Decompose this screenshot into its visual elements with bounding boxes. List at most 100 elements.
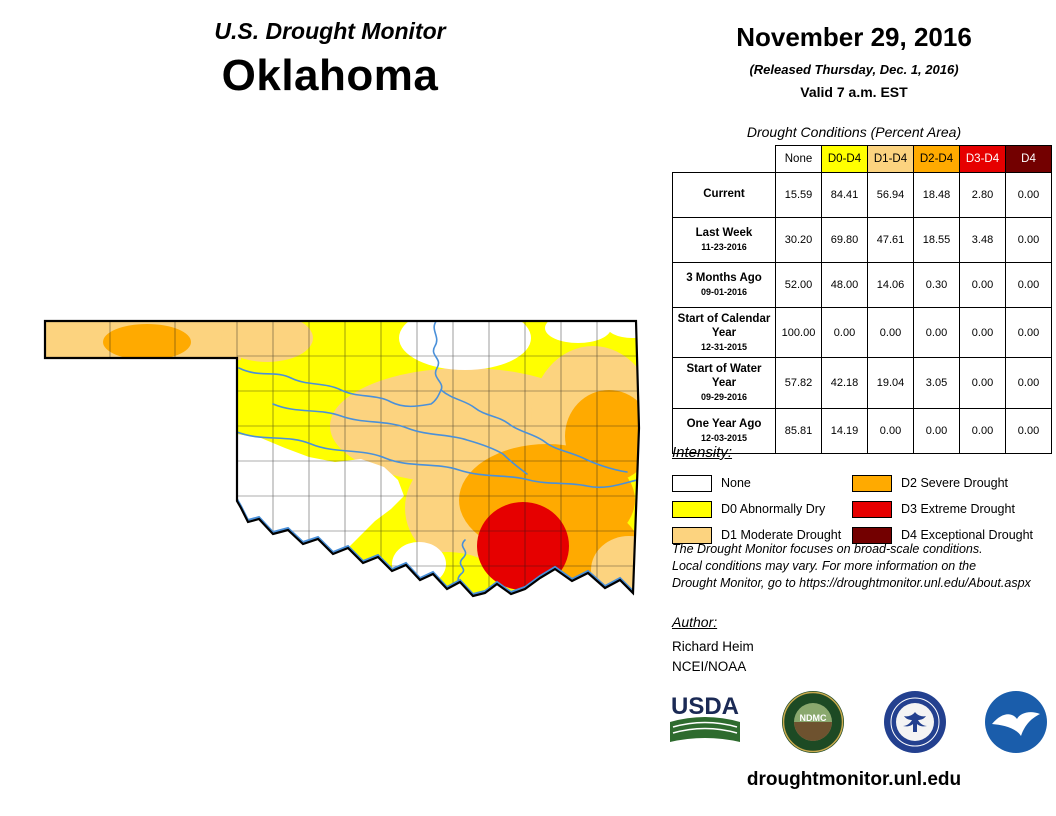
column-header-d3-d4: D3-D4 (959, 145, 1006, 173)
table-header-row: None D0-D4 D1-D4 D2-D4 D3-D4 D4 (673, 145, 1052, 173)
table-row-one-year-ago: One Year Ago 12-03-2015 85.81 14.19 0.00 … (672, 407, 1052, 454)
legend-item-d1: D1 Moderate Drought (672, 526, 852, 544)
table-value: 18.48 (913, 172, 960, 218)
state-border (43, 319, 641, 598)
none-regions (237, 321, 639, 586)
report-date: November 29, 2016 (736, 22, 972, 52)
table-value: 3.05 (913, 357, 960, 409)
row-label: One Year Ago (686, 417, 762, 430)
table-value: 0.00 (959, 262, 1006, 308)
row-sublabel: 09-29-2016 (700, 391, 748, 402)
column-header-d2-d4: D2-D4 (913, 145, 960, 173)
table-value: 57.82 (775, 357, 822, 409)
red-river (236, 498, 634, 596)
row-label: Start of Water Year (686, 363, 762, 390)
d2-swatch (852, 474, 892, 492)
table-value: 0.00 (959, 407, 1006, 454)
commerce-logo (883, 691, 946, 753)
site-url: droughtmonitor.unl.edu (746, 769, 962, 790)
d4-swatch (852, 526, 892, 544)
arkansas-river (432, 321, 628, 473)
table-row-3-months-ago: 3 Months Ago 09-01-2016 52.00 48.00 14.06… (672, 262, 1052, 308)
table-value: 19.04 (867, 357, 914, 409)
row-label: Current (703, 187, 745, 200)
legend-item-none: None (672, 474, 852, 492)
north-canadian-river (272, 403, 528, 475)
table-value: 15.59 (775, 172, 822, 218)
county-lines (109, 321, 639, 596)
cimarron-river (238, 367, 442, 408)
intensity-legend: Intensity: None D0 Abnormally Dry D1 Mod… (672, 444, 1056, 548)
d0-swatch (672, 500, 712, 518)
table-value: 42.18 (821, 357, 868, 409)
row-sublabel: 09-01-2016 (700, 287, 748, 297)
row-sublabel: 12-03-2015 (700, 432, 748, 443)
usda-logo: USDA (670, 693, 740, 742)
table-corner-cell (673, 146, 776, 173)
table-value: 0.00 (1005, 172, 1052, 218)
table-value: 3.48 (959, 217, 1006, 263)
table-value: 69.80 (821, 217, 868, 263)
table-value: 0.00 (1005, 306, 1052, 359)
rivers (236, 321, 638, 596)
canadian-river (236, 431, 638, 489)
table-caption: Drought Conditions (Percent Area) (746, 124, 962, 140)
column-header-none: None (775, 145, 822, 173)
row-sublabel: 12-31-2015 (700, 341, 748, 352)
table-value: 0.00 (821, 306, 868, 359)
table-value: 56.94 (867, 172, 914, 218)
legend-item-d3: D3 Extreme Drought (852, 500, 1056, 518)
legend-item-d0: D0 Abnormally Dry (672, 500, 852, 518)
drought-conditions-table: None D0-D4 D1-D4 D2-D4 D3-D4 D4 Current … (672, 145, 1052, 454)
table-value: 0.00 (913, 306, 960, 359)
legend-title: Intensity: (672, 444, 733, 461)
column-header-d1-d4: D1-D4 (867, 145, 914, 173)
author-heading: Author: (672, 614, 718, 630)
table-value: 0.00 (959, 306, 1006, 359)
table-value: 84.41 (821, 172, 868, 218)
table-value: 0.00 (1005, 262, 1052, 308)
author-name: Richard Heim (672, 639, 754, 654)
none-swatch (672, 474, 712, 492)
state-name: Oklahoma (221, 51, 439, 100)
oklahoma-drought-map (43, 319, 641, 598)
table-value: 2.80 (959, 172, 1006, 218)
table-row-current: Current 15.59 84.41 56.94 18.48 2.80 0.0… (672, 172, 1052, 218)
table-row-last-week: Last Week 11-23-2016 30.20 69.80 47.61 18… (672, 217, 1052, 263)
table-value: 0.00 (1005, 217, 1052, 263)
author-org: NCEI/NOAA (672, 659, 747, 674)
valid-time: Valid 7 a.m. EST (800, 84, 908, 100)
table-value: 0.00 (959, 357, 1006, 409)
table-value: 0.00 (867, 407, 914, 454)
svg-text:NDMC: NDMC (800, 713, 827, 723)
table-value: 0.00 (1005, 357, 1052, 409)
ndmc-logo: NDMC (782, 691, 845, 753)
report-title: U.S. Drought Monitor (214, 18, 446, 44)
table-value: 85.81 (775, 407, 822, 454)
author-block: Author: Richard Heim NCEI/NOAA (672, 614, 754, 674)
logo-row: USDA NDMC (666, 690, 1048, 754)
table-row-start-calendar-year: Start of Calendar Year 12-31-2015 100.00 … (672, 306, 1052, 359)
svg-text:USDA: USDA (671, 693, 739, 720)
row-label: Last Week (695, 227, 753, 240)
table-value: 52.00 (775, 262, 822, 308)
d3-region (477, 502, 569, 590)
table-value: 0.00 (913, 407, 960, 454)
noaa-logo (984, 691, 1047, 753)
table-value: 30.20 (775, 217, 822, 263)
table-value: 0.00 (1005, 407, 1052, 454)
table-value: 0.30 (913, 262, 960, 308)
date-block: November 29, 2016 (Released Thursday, De… (658, 22, 1050, 100)
legend-item-d4: D4 Exceptional Drought (852, 526, 1056, 544)
table-value: 14.06 (867, 262, 914, 308)
table-value: 100.00 (775, 306, 822, 359)
row-label: 3 Months Ago (686, 272, 762, 285)
table-value: 18.55 (913, 217, 960, 263)
row-label: Start of Calendar Year (677, 313, 771, 339)
table-row-start-water-year: Start of Water Year 09-29-2016 57.82 42.1… (672, 357, 1052, 409)
table-value: 47.61 (867, 217, 914, 263)
column-header-d4: D4 (1005, 145, 1052, 173)
table-value: 14.19 (821, 407, 868, 454)
d1-swatch (672, 526, 712, 544)
